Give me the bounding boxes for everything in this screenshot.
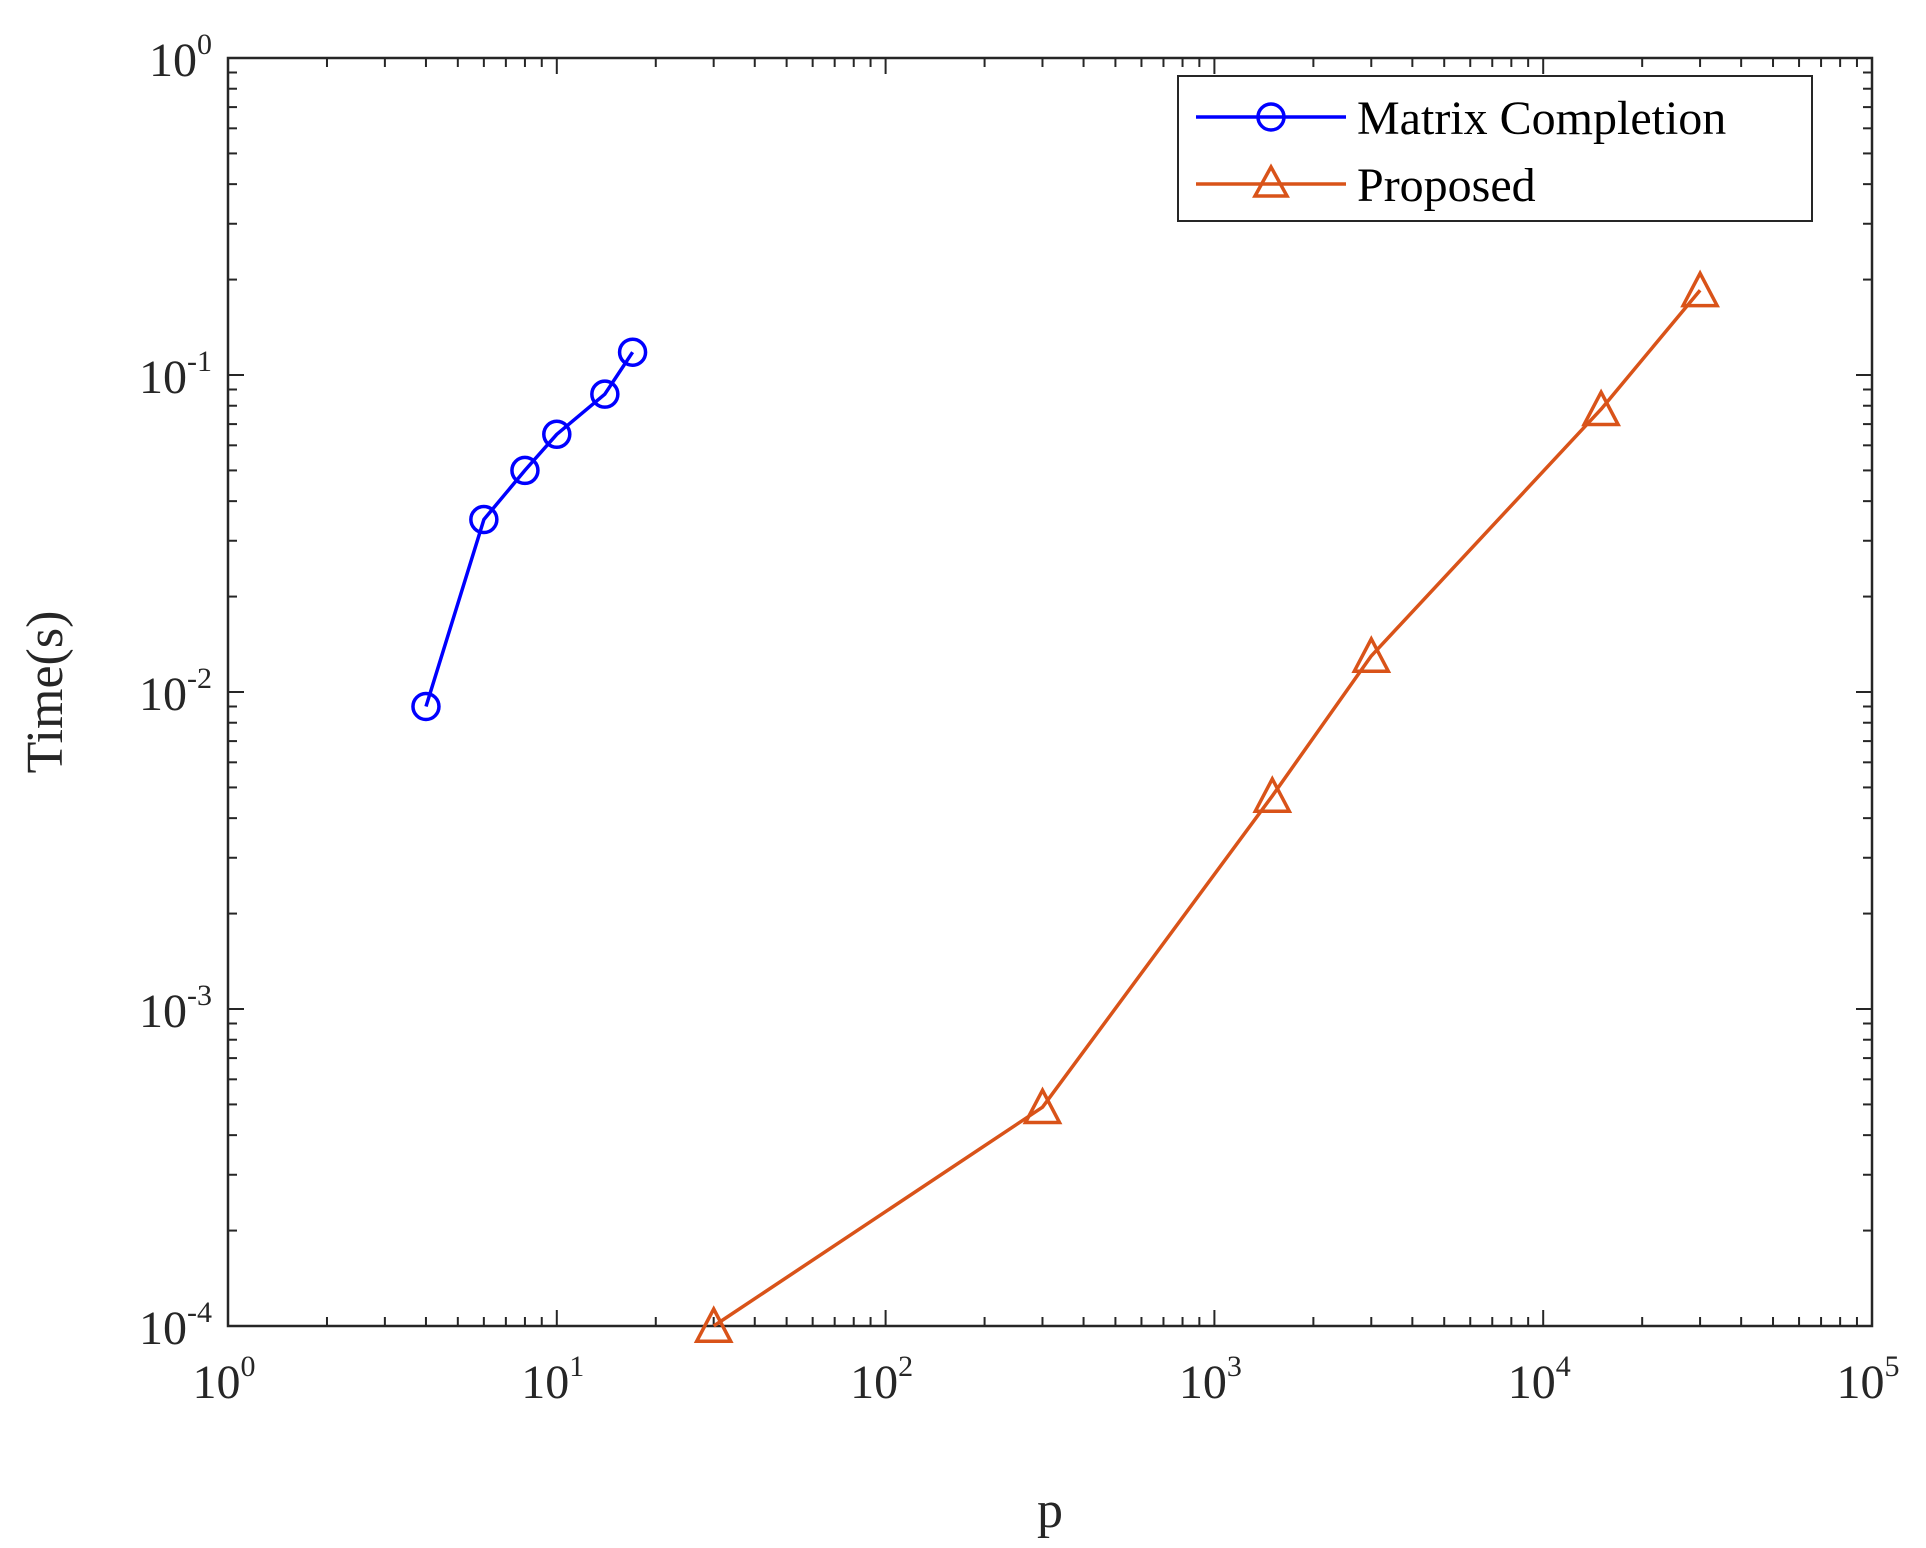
data-point-matrix-completion — [590, 379, 620, 409]
tick-labels-layer: 100 101 102 103 104 105 10-4 10-3 10-2 10-1 100 — [139, 28, 1900, 1409]
legend: Matrix Completion Proposed — [1177, 75, 1813, 222]
x-tick-label: 104 — [1508, 1350, 1571, 1409]
plot-frame — [226, 56, 1874, 1328]
plot-area — [228, 58, 1872, 1326]
series-line-matrix-completion — [424, 351, 635, 708]
data-point-proposed — [1252, 775, 1293, 813]
data-point-proposed — [1581, 388, 1621, 427]
ticks-layer — [227, 58, 1872, 1327]
x-tick-label: 103 — [1179, 1350, 1242, 1409]
data-point-proposed — [1351, 635, 1392, 673]
data-point-matrix-completion — [469, 504, 499, 535]
data-point-proposed — [1680, 269, 1720, 308]
x-tick-label: 100 — [193, 1350, 256, 1409]
series-line-proposed — [712, 289, 1702, 1328]
x-tick-label: 102 — [850, 1350, 913, 1409]
data-point-matrix-completion — [510, 455, 540, 486]
legend-label-proposed: Proposed — [1357, 159, 1536, 212]
data-point-matrix-completion — [411, 691, 441, 722]
data-point-matrix-completion — [617, 337, 648, 367]
legend-marker-circle — [1256, 102, 1286, 132]
y-tick-label: 10-4 — [139, 1296, 212, 1355]
legend-entry-matrix-completion: Matrix Completion — [1196, 92, 1726, 145]
data-point-proposed — [1022, 1086, 1063, 1125]
series-layer — [411, 269, 1720, 1344]
y-tick-label: 10-3 — [139, 979, 212, 1038]
x-tick-label: 105 — [1837, 1350, 1900, 1409]
x-axis-title: p — [1037, 1482, 1063, 1539]
x-tick-label: 101 — [521, 1350, 584, 1409]
y-axis-title: Time(s) — [17, 611, 74, 774]
data-point-matrix-completion — [542, 419, 572, 450]
legend-marker-triangle — [1252, 163, 1290, 198]
legend-entry-proposed: Proposed — [1196, 159, 1536, 212]
y-tick-label: 100 — [149, 28, 212, 87]
y-tick-label: 10-1 — [139, 345, 212, 404]
data-point-proposed — [693, 1305, 734, 1344]
legend-label-matrix-completion: Matrix Completion — [1357, 92, 1726, 145]
y-tick-label: 10-2 — [139, 662, 212, 721]
